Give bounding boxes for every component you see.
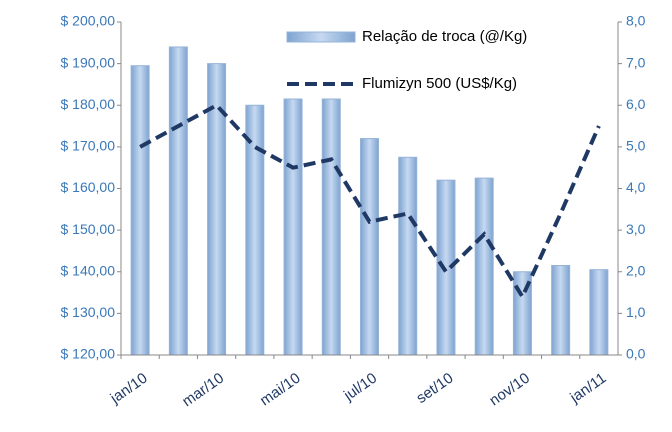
bar (283, 98, 303, 356)
x-tick-label: jan/10 (107, 370, 151, 408)
y2-tick-label: 4,0 (626, 179, 646, 195)
bar (589, 269, 609, 356)
x-tick-label: mar/10 (179, 370, 227, 411)
legend-label: Relação de troca (@/Kg) (362, 28, 527, 45)
bar (474, 177, 494, 356)
bar (551, 265, 571, 356)
y2-tick-label: 7,0 (626, 54, 646, 70)
y2-tick-label: 8,0 (626, 13, 646, 29)
y2-tick-label: 1,0 (626, 304, 646, 320)
legend-label: Flumizyn 500 (US$/Kg) (362, 75, 517, 92)
line (139, 102, 601, 301)
bar (398, 156, 418, 356)
y-tick-label: $ 130,00 (61, 304, 116, 320)
y2-tick-label: 3,0 (626, 221, 646, 237)
y-tick-label: $ 150,00 (61, 221, 116, 237)
x-tick-label: jan/11 (566, 370, 609, 407)
y2-tick-label: 0,0 (626, 346, 646, 362)
y-tick-label: $ 120,00 (61, 346, 116, 362)
y-tick-label: $ 170,00 (61, 138, 116, 154)
x-tick-label: jul/10 (340, 370, 380, 405)
y-tick-label: $ 140,00 (61, 262, 116, 278)
bar (130, 65, 150, 356)
y-tick-label: $ 160,00 (61, 179, 116, 195)
y-tick-label: $ 190,00 (61, 54, 116, 70)
x-tick-label: nov/10 (486, 370, 533, 410)
x-tick-label: mai/10 (257, 370, 304, 410)
y2-tick-label: 6,0 (626, 96, 646, 112)
y2-tick-label: 5,0 (626, 138, 646, 154)
x-tick-label: set/10 (413, 370, 456, 407)
y2-tick-label: 2,0 (626, 262, 646, 278)
y-tick-label: $ 180,00 (61, 96, 116, 112)
bar (360, 138, 379, 356)
bar (168, 46, 188, 356)
legend-swatch (286, 31, 356, 43)
y-tick-label: $ 200,00 (61, 13, 116, 29)
bar (321, 98, 341, 356)
